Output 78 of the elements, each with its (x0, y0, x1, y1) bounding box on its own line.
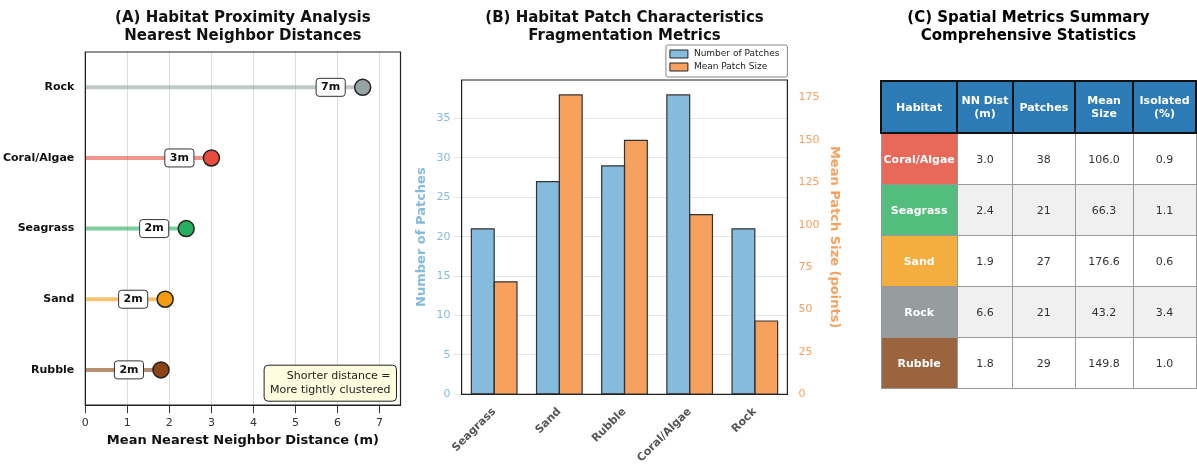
data-label: 2m (119, 362, 139, 376)
data-label: 21 (1012, 286, 1076, 338)
data-label: 1.8 (957, 337, 1013, 389)
x-tick-label: 3 (207, 415, 215, 429)
annotation: Shorter distance = More tightly clustered (270, 368, 391, 396)
y2-tick-label: 75 (798, 259, 813, 273)
data-label: 29 (1012, 337, 1076, 389)
y2-tick-label: 100 (798, 217, 820, 231)
data-label: 1.9 (957, 235, 1013, 287)
y-tick-label: 15 (436, 268, 451, 282)
category-label: Rock (881, 286, 958, 338)
y2-tick-label: 25 (798, 344, 813, 358)
point (152, 361, 170, 379)
data-label: 21 (1012, 184, 1076, 236)
y-tick-label: 5 (443, 347, 451, 361)
y-tick-label: 35 (436, 111, 451, 125)
y2-tick-label: 125 (798, 175, 820, 189)
data-label: 3.0 (957, 133, 1013, 185)
y-tick-label: Seagrass (17, 221, 75, 235)
series-label: Mean Size (1075, 81, 1134, 133)
series-label: Patches (1012, 81, 1076, 133)
data-label: 2m (123, 292, 143, 306)
data-label: 6.6 (957, 286, 1013, 338)
data-label: 3m (169, 150, 189, 164)
text: Habitat (881, 81, 958, 133)
y-tick-label: Sand (43, 292, 75, 306)
chart-title: (A) Habitat Proximity Analysis Nearest Neighbor Distances (115, 7, 371, 44)
y-tick-label: 25 (436, 190, 451, 204)
x-tick-label: 4 (249, 415, 257, 429)
y-tick-label: 20 (436, 229, 451, 243)
y2-tick-label: 175 (798, 90, 820, 104)
data-label: 1.1 (1133, 184, 1196, 236)
data-label: 176.6 (1075, 235, 1134, 287)
text: (C) Spatial Metrics Summary Comprehensive Statistics (906, 8, 1151, 44)
category-label: Sand (881, 235, 958, 287)
y-tick-label: 0 (443, 387, 451, 401)
category-label: Rubble (881, 337, 958, 389)
category-label: Seagrass (881, 184, 958, 236)
y2-tick-label: 150 (798, 132, 820, 146)
y2-tick-label: 0 (798, 387, 806, 401)
legend-label: Number of Patches (693, 48, 780, 59)
data-label: 3.4 (1133, 286, 1196, 338)
data-label: 0.6 (1133, 235, 1196, 287)
series-label: Isolated (%) (1133, 81, 1196, 133)
series-label: NN Dist (m) (957, 81, 1013, 133)
y-tick-label: 10 (436, 308, 451, 322)
data-label: 0.9 (1133, 133, 1196, 185)
x-tick-label: 1 (123, 415, 131, 429)
x-tick-label: 2 (165, 415, 173, 429)
category-label: Coral/Algae (881, 133, 958, 185)
x-tick-label: 0 (81, 415, 89, 429)
data-label: 7m (321, 80, 341, 94)
data-label: 149.8 (1075, 337, 1134, 389)
data-label: 2.4 (957, 184, 1013, 236)
x-tick-label: 7 (375, 415, 383, 429)
chart-title: (B) Habitat Patch Characteristics Fragmentation Metrics (485, 7, 764, 44)
data-label: 66.3 (1075, 184, 1134, 236)
y-tick-label: Coral/Algae (2, 150, 75, 164)
y2-axis-title: Mean Patch Size (points) (827, 145, 843, 329)
data-label: 106.0 (1075, 133, 1134, 185)
legend-label: Mean Patch Size (693, 61, 768, 72)
x-tick-label: 5 (291, 415, 299, 429)
y-axis-title: Number of Patches (413, 167, 429, 307)
y-tick-label: 30 (436, 150, 451, 164)
data-label: 2m (144, 221, 164, 235)
point (202, 149, 221, 167)
y-tick-label: Rubble (31, 362, 75, 376)
x-axis-title: Mean Nearest Neighbor Distance (m) (106, 431, 379, 447)
data-label: 27 (1012, 235, 1076, 287)
data-label: 1.0 (1133, 337, 1196, 389)
y2-tick-label: 50 (798, 302, 813, 316)
y-tick-label: Rock (44, 80, 75, 94)
data-label: 38 (1012, 133, 1076, 185)
point (353, 78, 372, 97)
point (156, 290, 174, 308)
x-tick-label: 6 (333, 415, 341, 429)
data-label: 43.2 (1075, 286, 1134, 338)
point (177, 219, 195, 238)
